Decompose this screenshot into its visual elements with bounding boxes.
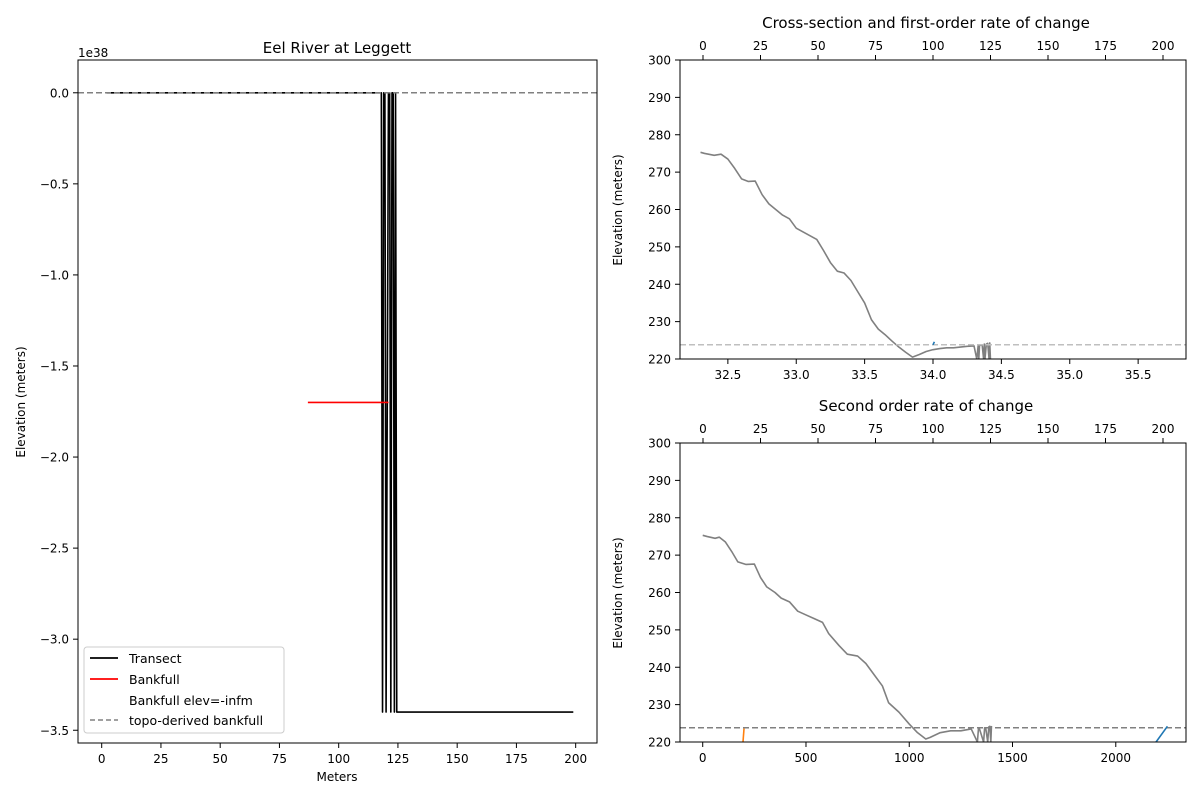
main-ytick-label: −0.5 (40, 177, 69, 191)
main-xtick-label: 0 (98, 752, 106, 766)
main-ytick-label: −1.5 (40, 359, 69, 373)
first-title: Cross-section and first-order rate of ch… (762, 14, 1090, 32)
second-top-xtick-label: 100 (922, 422, 945, 436)
second-ytick-label: 250 (648, 623, 671, 637)
first-series-group (680, 151, 1186, 359)
main-ytick-label: −3.0 (40, 633, 69, 647)
first-top-xtick-label: 75 (868, 39, 883, 53)
second-ytick-label: 290 (648, 474, 671, 488)
second-top-xtick-label: 25 (753, 422, 768, 436)
first-xtick-label: 34.0 (920, 368, 947, 382)
first-top-xtick-label: 200 (1152, 39, 1175, 53)
main-ylabel: Elevation (meters) (14, 346, 28, 457)
second-ytick-label: 300 (648, 437, 671, 451)
first-top-xtick-label: 25 (753, 39, 768, 53)
legend-label-bankfull-elev: Bankfull elev=-infm (129, 693, 253, 708)
first-top-xtick-label: 100 (922, 39, 945, 53)
second-ytick-label: 280 (648, 511, 671, 525)
first-top-xtick-label: 125 (979, 39, 1002, 53)
first-ytick-label: 280 (648, 128, 671, 142)
first-xtick-label: 35.0 (1056, 368, 1083, 382)
second-plot-area: 0 500 1000 1500 2000220230240250260270280290… (648, 422, 1187, 765)
second-title: Second order rate of change (819, 397, 1033, 415)
legend-frame (83, 646, 285, 734)
second-ytick-label: 270 (648, 549, 671, 563)
second-ytick-label: 260 (648, 586, 671, 600)
first-ytick-label: 300 (648, 54, 671, 68)
main-offset-text: 1e38 (78, 46, 108, 60)
first-top-xtick-label: 0 (699, 39, 707, 53)
first-ytick-label: 240 (648, 278, 671, 292)
second-top-xtick-label: 50 (810, 422, 825, 436)
first-top-xtick-label: 150 (1037, 39, 1060, 53)
main-xtick-label: 125 (386, 752, 409, 766)
second-xtick-label: 0 (699, 751, 707, 765)
first-top-xtick-label: 175 (1094, 39, 1117, 53)
second-top-xtick-label: 0 (699, 422, 707, 436)
main-ytick-label: −2.5 (40, 542, 69, 556)
main-ytick-label: 0.0 (50, 86, 69, 100)
second-xtick-label: 1500 (997, 751, 1028, 765)
second-ylabel: Elevation (meters) (611, 537, 625, 648)
first-xtick-label: 33.0 (783, 368, 810, 382)
main-xtick-label: 50 (213, 752, 228, 766)
second-top-xtick-label: 125 (979, 422, 1002, 436)
main-xtick-label: 25 (153, 752, 168, 766)
main-xtick-label: 150 (446, 752, 469, 766)
main-ytick-label: −2.0 (40, 451, 69, 465)
main-xtick-label: 75 (272, 752, 287, 766)
second-ytick-label: 220 (648, 736, 671, 750)
first-ytick-label: 250 (648, 240, 671, 254)
second-xtick-label: 500 (795, 751, 818, 765)
second-top-xtick-label: 75 (868, 422, 883, 436)
first-ytick-label: 270 (648, 166, 671, 180)
first-xtick-label: 33.5 (851, 368, 878, 382)
second-xtick-label: 1000 (894, 751, 925, 765)
first-plot-area: 32.5 33.0 33.5 34.0 34.5 35.0 35.5220230240250… (648, 39, 1187, 382)
main-xtick-label: 100 (327, 752, 350, 766)
main-plot-area: 0 25 50 75 100 125 150 175 200 0.0 −0.5 −1.0 −1.5 −2.… (40, 59, 598, 766)
second-series-3-line (1155, 725, 1169, 742)
main-xlabel: Meters (316, 770, 357, 784)
legend-label-topo-bankfull: topo-derived bankfull (129, 713, 263, 728)
main-ytick-label: −3.5 (40, 724, 69, 738)
legend: Transect Bankfull Bankfull elev=-infm to… (83, 646, 285, 734)
first-top-xtick-label: 50 (810, 39, 825, 53)
first-ytick-label: 260 (648, 203, 671, 217)
first-xtick-label: 35.5 (1125, 368, 1152, 382)
main-xtick-label: 200 (564, 752, 587, 766)
second-series-0-line (702, 534, 993, 742)
main-xtick-label: 175 (505, 752, 528, 766)
main-axes-frame (77, 59, 598, 744)
legend-label-transect: Transect (128, 651, 182, 666)
first-xtick-label: 34.5 (988, 368, 1015, 382)
first-ytick-label: 290 (648, 91, 671, 105)
first-series-2-line (932, 341, 936, 346)
main-ytick-label: −1.0 (40, 268, 69, 282)
second-top-xtick-label: 150 (1037, 422, 1060, 436)
second-top-xtick-label: 200 (1152, 422, 1175, 436)
first-ylabel: Elevation (meters) (611, 154, 625, 265)
main-title: Eel River at Leggett (263, 39, 412, 57)
second-ytick-label: 240 (648, 661, 671, 675)
second-ytick-label: 230 (648, 698, 671, 712)
second-series-2-line (742, 728, 745, 742)
second-xtick-label: 2000 (1101, 751, 1132, 765)
first-ytick-label: 230 (648, 315, 671, 329)
main-series-group (78, 91, 597, 713)
second-series-group (680, 534, 1186, 742)
first-ytick-label: 220 (648, 353, 671, 367)
legend-label-bankfull: Bankfull (129, 672, 180, 687)
second-top-xtick-label: 175 (1094, 422, 1117, 436)
first-xtick-label: 32.5 (715, 368, 742, 382)
